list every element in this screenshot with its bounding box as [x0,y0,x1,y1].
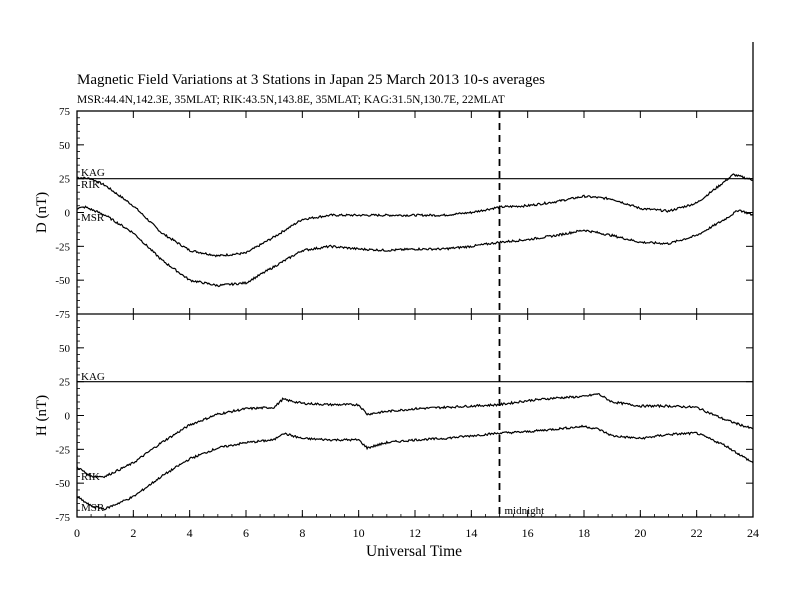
series-line-msr-d [76,205,754,288]
chart-subtitle: MSR:44.4N,142.3E, 35MLAT; RIK:43.5N,143.… [77,94,505,106]
x-tick-label: 20 [634,526,646,540]
x-tick-label: 8 [299,526,305,540]
y-tick-label: -50 [55,478,70,490]
x-tick-label: 22 [691,526,703,540]
y-tick-label: 0 [65,208,71,220]
y-tick-label: 75 [59,106,71,118]
chart-title: Magnetic Field Variations at 3 Stations … [77,72,545,88]
y-tick-label: -25 [55,241,70,253]
y-tick-label: -75 [55,309,70,321]
h-panel: 50 25 0 -25 -50 -75 H (nT) KAG RIK MSR [34,313,754,524]
y-tick-label: 25 [59,377,71,389]
x-tick-label: 16 [522,526,534,540]
y-axis-label: H (nT) [34,395,50,436]
series-label-rik: RIK [81,471,100,483]
series-label-msr: MSR [81,502,105,514]
series-line-rik-d [77,173,754,258]
y-tick-label: 50 [59,343,71,355]
y-tick-label: -25 [55,444,70,456]
x-axis-label: Universal Time [366,543,463,560]
series-line-rik-h [76,393,754,479]
series-label-rik: RIK [81,179,100,191]
midnight-marker: midnight [498,111,545,517]
y-tick-label: 0 [65,411,71,423]
x-tick-label: 0 [74,526,80,540]
x-tick-label: 2 [130,526,136,540]
y-tick-label: 50 [59,140,71,152]
x-tick-label: 4 [187,526,193,540]
series-label-msr: MSR [81,212,105,224]
x-axis: 0 2 4 6 8 10 12 14 16 18 20 22 24 [74,111,759,540]
series-label-kag: KAG [81,371,105,383]
y-axis-label: D (nT) [34,192,50,233]
y-tick-label: -50 [55,275,70,287]
series-label-kag: KAG [81,167,105,179]
y-tick-label: -75 [55,512,70,524]
x-tick-label: 24 [747,526,759,540]
midnight-label: midnight [505,505,545,517]
y-tick-label: 25 [59,174,71,186]
x-tick-label: 10 [353,526,365,540]
x-tick-label: 18 [578,526,590,540]
x-tick-label: 6 [243,526,249,540]
series-line-msr-h [76,424,754,511]
x-tick-label: 14 [465,526,477,540]
x-tick-label: 12 [409,526,421,540]
